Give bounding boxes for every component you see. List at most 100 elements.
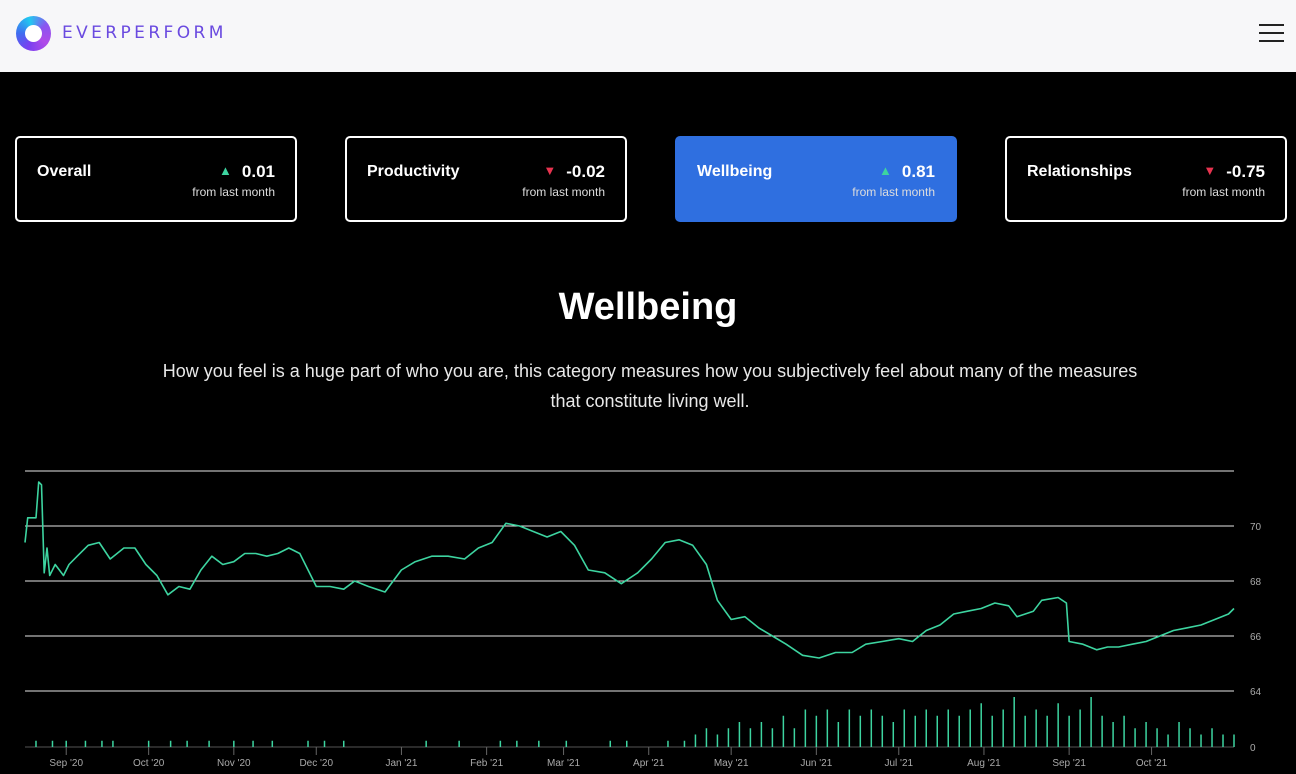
card-label: Productivity xyxy=(367,163,460,180)
x-tick-label: Sep '21 xyxy=(1052,758,1086,769)
volume-bar xyxy=(760,722,763,747)
volume-bar xyxy=(1112,722,1114,747)
volume-bar xyxy=(1178,722,1180,747)
card-delta: ▼ -0.75 xyxy=(1203,162,1265,181)
y-tick-label: 70 xyxy=(1250,522,1262,533)
wellbeing-series-line xyxy=(24,481,1235,659)
volume-bar xyxy=(208,740,210,747)
x-tick-label: Oct '21 xyxy=(1136,758,1168,769)
volume-bar xyxy=(738,722,741,747)
volume-bar xyxy=(892,722,895,747)
x-tick-label: Mar '21 xyxy=(547,758,580,769)
volume-bar xyxy=(1145,722,1147,747)
volume-bar xyxy=(538,740,540,747)
volume-bar xyxy=(307,740,309,747)
volume-bar xyxy=(936,715,938,747)
volume-bar xyxy=(516,740,518,747)
volume-bar xyxy=(925,709,928,747)
volume-bar xyxy=(683,740,686,747)
card-label: Wellbeing xyxy=(697,163,773,180)
volume-bar xyxy=(101,740,103,747)
volume-bar xyxy=(1156,728,1158,747)
volume-bar xyxy=(1211,728,1213,747)
x-tick-label: Sep '20 xyxy=(49,758,83,769)
volume-bar xyxy=(1013,697,1015,747)
volume-bar xyxy=(1101,715,1103,747)
volume-bar xyxy=(1002,709,1004,747)
volume-bar xyxy=(1189,728,1191,747)
volume-bar xyxy=(1090,697,1092,747)
volume-bar xyxy=(323,740,326,747)
volume-bar xyxy=(903,709,906,747)
arrow-up-icon: ▲ xyxy=(219,163,232,178)
volume-bar xyxy=(1046,715,1048,747)
volume-bar xyxy=(1167,734,1169,747)
volume-bar xyxy=(837,722,840,747)
volume-bar xyxy=(870,709,873,747)
volume-bar xyxy=(881,715,884,747)
volume-bar xyxy=(499,740,502,747)
volume-bar xyxy=(271,740,274,747)
card-relationships[interactable]: Relationships ▼ -0.75 from last month xyxy=(1005,136,1287,222)
volume-bar xyxy=(804,709,807,747)
volume-bar xyxy=(947,709,949,747)
volume-bar xyxy=(186,740,188,747)
volume-bar xyxy=(1035,709,1037,747)
volume-bar xyxy=(1123,715,1125,747)
y-tick-label: 64 xyxy=(1250,687,1262,698)
arrow-down-icon: ▼ xyxy=(1203,163,1217,178)
volume-bar xyxy=(1200,734,1202,747)
volume-bar xyxy=(425,740,427,747)
volume-bar xyxy=(749,728,752,747)
volume-bar xyxy=(1068,715,1070,747)
card-delta: ▼ -0.02 xyxy=(543,162,605,181)
x-tick-label: Jun '21 xyxy=(800,758,832,769)
volume-bar xyxy=(565,740,568,747)
card-overall[interactable]: Overall ▲ 0.01 from last month xyxy=(15,136,297,222)
brand-name[interactable]: EVERPERFORM xyxy=(62,23,227,43)
volume-bar xyxy=(667,740,669,747)
everperform-logo-icon[interactable] xyxy=(16,16,51,51)
card-delta: ▲ 0.81 xyxy=(879,162,935,181)
volume-bar xyxy=(694,734,697,747)
arrow-up-icon: ▲ xyxy=(879,163,892,178)
volume-bar xyxy=(815,715,818,747)
card-subtitle: from last month xyxy=(522,185,605,199)
volume-bar xyxy=(458,740,460,747)
volume-bar xyxy=(980,703,982,747)
x-tick-label: May '21 xyxy=(714,758,749,769)
card-subtitle: from last month xyxy=(192,185,275,199)
section-description: How you feel is a huge part of who you a… xyxy=(162,361,1138,411)
y-tick-label: 68 xyxy=(1250,577,1262,588)
top-navigation-bar: EVERPERFORM xyxy=(0,0,1296,72)
volume-bar xyxy=(1134,728,1136,747)
volume-bar xyxy=(169,740,172,747)
volume-bar xyxy=(914,715,917,747)
volume-bar xyxy=(727,728,730,747)
card-label: Overall xyxy=(37,163,92,180)
card-wellbeing[interactable]: Wellbeing ▲ 0.81 from last month xyxy=(675,136,957,222)
card-label: Relationships xyxy=(1027,163,1132,180)
x-tick-label: Jan '21 xyxy=(385,758,417,769)
x-tick-label: Apr '21 xyxy=(633,758,665,769)
volume-bar xyxy=(252,740,254,747)
x-tick-label: Feb '21 xyxy=(470,758,503,769)
volume-bar xyxy=(958,715,960,747)
arrow-down-icon: ▼ xyxy=(543,163,557,178)
volume-bar xyxy=(233,740,235,747)
volume-bar xyxy=(826,709,829,747)
volume-bar xyxy=(1222,734,1224,747)
card-delta: ▲ 0.01 xyxy=(219,162,275,181)
volume-bar xyxy=(112,740,114,747)
volume-bar xyxy=(848,709,851,747)
hamburger-menu-icon[interactable] xyxy=(1258,22,1286,44)
x-tick-label: Dec '20 xyxy=(299,758,333,769)
x-tick-label: Jul '21 xyxy=(884,758,913,769)
card-productivity[interactable]: Productivity ▼ -0.02 from last month xyxy=(345,136,627,222)
volume-bar xyxy=(609,740,612,747)
x-tick-label: Aug '21 xyxy=(967,758,1001,769)
volume-bar xyxy=(1024,715,1026,747)
volume-bar xyxy=(716,734,719,747)
section-title: Wellbeing xyxy=(558,286,738,328)
volume-bar xyxy=(84,740,87,747)
